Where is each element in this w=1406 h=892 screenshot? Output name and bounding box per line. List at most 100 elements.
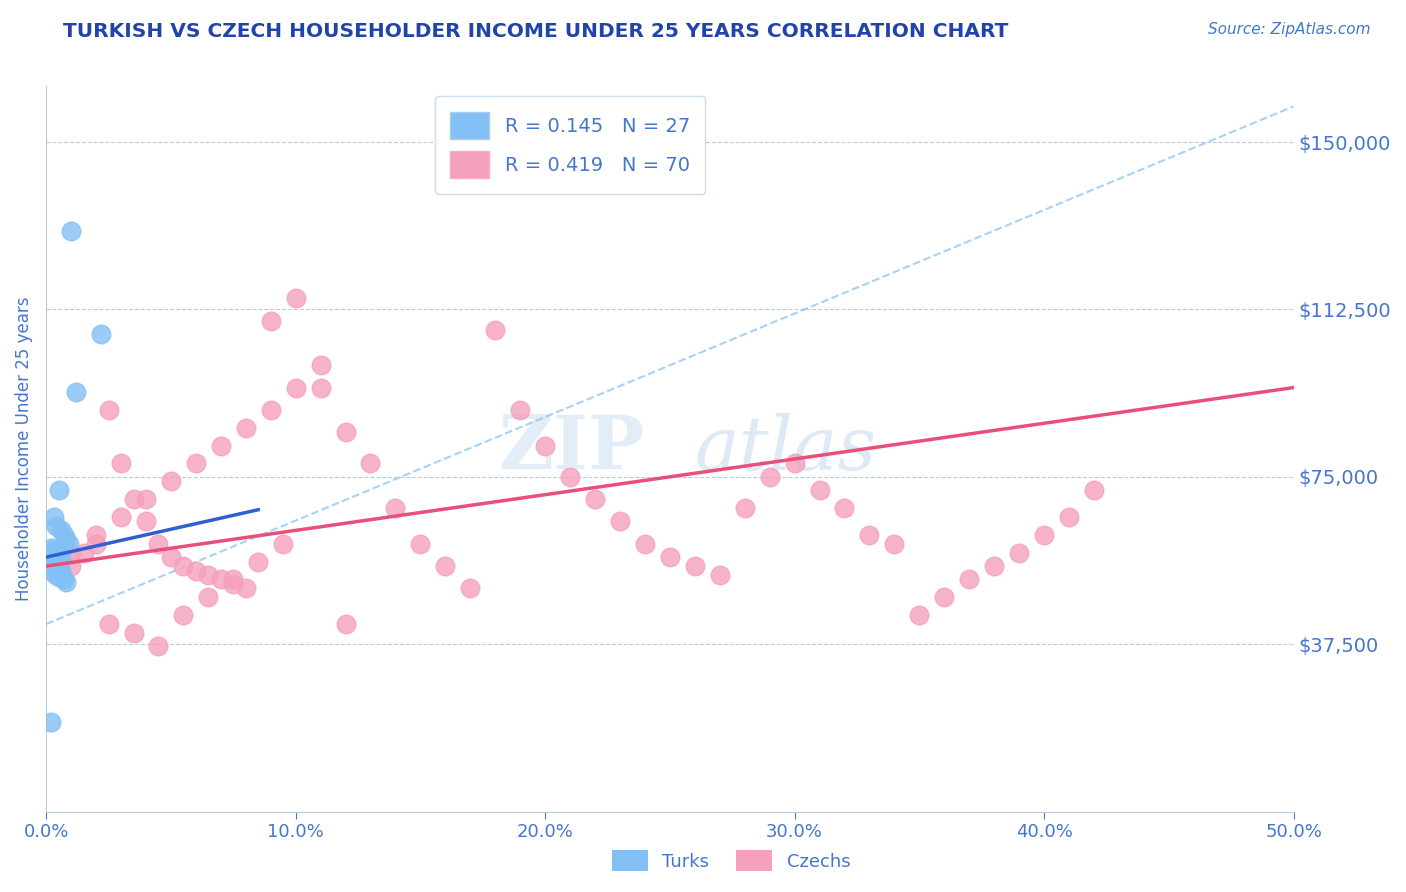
Point bbox=[434, 559, 457, 574]
Point bbox=[55, 574, 77, 589]
Point bbox=[160, 475, 183, 489]
Point bbox=[110, 510, 132, 524]
Point bbox=[583, 492, 606, 507]
Point bbox=[734, 501, 756, 516]
Point bbox=[758, 470, 780, 484]
Point bbox=[284, 291, 307, 305]
Point bbox=[45, 546, 67, 560]
Y-axis label: Householder Income Under 25 years: Householder Income Under 25 years bbox=[15, 297, 32, 601]
Point bbox=[84, 528, 107, 542]
Point bbox=[197, 591, 219, 605]
Point bbox=[48, 570, 70, 584]
Point bbox=[148, 640, 170, 654]
Point bbox=[45, 519, 67, 533]
Point bbox=[222, 573, 245, 587]
Point bbox=[51, 564, 73, 578]
Point bbox=[209, 573, 232, 587]
Point bbox=[58, 537, 80, 551]
Text: atlas: atlas bbox=[695, 413, 877, 485]
Text: Source: ZipAtlas.com: Source: ZipAtlas.com bbox=[1208, 22, 1371, 37]
Point bbox=[384, 501, 406, 516]
Point bbox=[634, 537, 657, 551]
Point bbox=[284, 381, 307, 395]
Point bbox=[1033, 528, 1056, 542]
Point bbox=[84, 537, 107, 551]
Point bbox=[509, 403, 531, 417]
Point bbox=[309, 358, 332, 372]
Point bbox=[271, 537, 294, 551]
Point bbox=[222, 577, 245, 591]
Point bbox=[60, 224, 83, 238]
Legend: R = 0.145   N = 27, R = 0.419   N = 70: R = 0.145 N = 27, R = 0.419 N = 70 bbox=[434, 96, 706, 194]
Point bbox=[783, 457, 806, 471]
Text: TURKISH VS CZECH HOUSEHOLDER INCOME UNDER 25 YEARS CORRELATION CHART: TURKISH VS CZECH HOUSEHOLDER INCOME UNDE… bbox=[63, 22, 1008, 41]
Point bbox=[42, 543, 65, 558]
Point bbox=[558, 470, 581, 484]
Point bbox=[65, 385, 87, 400]
Point bbox=[48, 483, 70, 498]
Point bbox=[110, 457, 132, 471]
Point bbox=[51, 550, 73, 565]
Point bbox=[360, 457, 382, 471]
Point bbox=[52, 528, 75, 542]
Point bbox=[135, 492, 157, 507]
Point bbox=[48, 561, 70, 575]
Point bbox=[1057, 510, 1080, 524]
Point bbox=[484, 322, 506, 336]
Point bbox=[235, 582, 257, 596]
Point bbox=[957, 573, 980, 587]
Point bbox=[184, 564, 207, 578]
Point bbox=[209, 439, 232, 453]
Point bbox=[38, 552, 60, 566]
Point bbox=[683, 559, 706, 574]
Point bbox=[834, 501, 856, 516]
Point bbox=[48, 550, 70, 565]
Point bbox=[808, 483, 831, 498]
Point bbox=[172, 608, 194, 623]
Point bbox=[48, 548, 70, 562]
Point bbox=[55, 533, 77, 547]
Point bbox=[197, 568, 219, 582]
Point bbox=[45, 559, 67, 574]
Point bbox=[260, 313, 283, 327]
Point bbox=[52, 573, 75, 587]
Point bbox=[72, 546, 94, 560]
Point bbox=[184, 457, 207, 471]
Point bbox=[51, 524, 73, 538]
Point bbox=[39, 541, 62, 556]
Point bbox=[335, 617, 357, 632]
Point bbox=[172, 559, 194, 574]
Point bbox=[60, 546, 83, 560]
Point bbox=[90, 326, 112, 341]
Point bbox=[983, 559, 1005, 574]
Point bbox=[1083, 483, 1105, 498]
Point bbox=[247, 555, 270, 569]
Point bbox=[309, 381, 332, 395]
Point bbox=[335, 425, 357, 440]
Point bbox=[97, 403, 120, 417]
Point bbox=[135, 515, 157, 529]
Point bbox=[658, 550, 681, 565]
Point bbox=[235, 421, 257, 435]
Point bbox=[260, 403, 283, 417]
Text: ZIP: ZIP bbox=[499, 412, 645, 485]
Point bbox=[42, 557, 65, 571]
Point bbox=[42, 566, 65, 580]
Point bbox=[122, 492, 145, 507]
Point bbox=[39, 715, 62, 730]
Point bbox=[534, 439, 557, 453]
Point bbox=[42, 510, 65, 524]
Point bbox=[883, 537, 905, 551]
Point bbox=[122, 626, 145, 640]
Point bbox=[160, 550, 183, 565]
Point bbox=[39, 555, 62, 569]
Legend: Turks, Czechs: Turks, Czechs bbox=[605, 843, 858, 879]
Point bbox=[458, 582, 481, 596]
Point bbox=[97, 617, 120, 632]
Point bbox=[709, 568, 731, 582]
Point bbox=[858, 528, 880, 542]
Point bbox=[60, 559, 83, 574]
Point bbox=[609, 515, 631, 529]
Point bbox=[148, 537, 170, 551]
Point bbox=[409, 537, 432, 551]
